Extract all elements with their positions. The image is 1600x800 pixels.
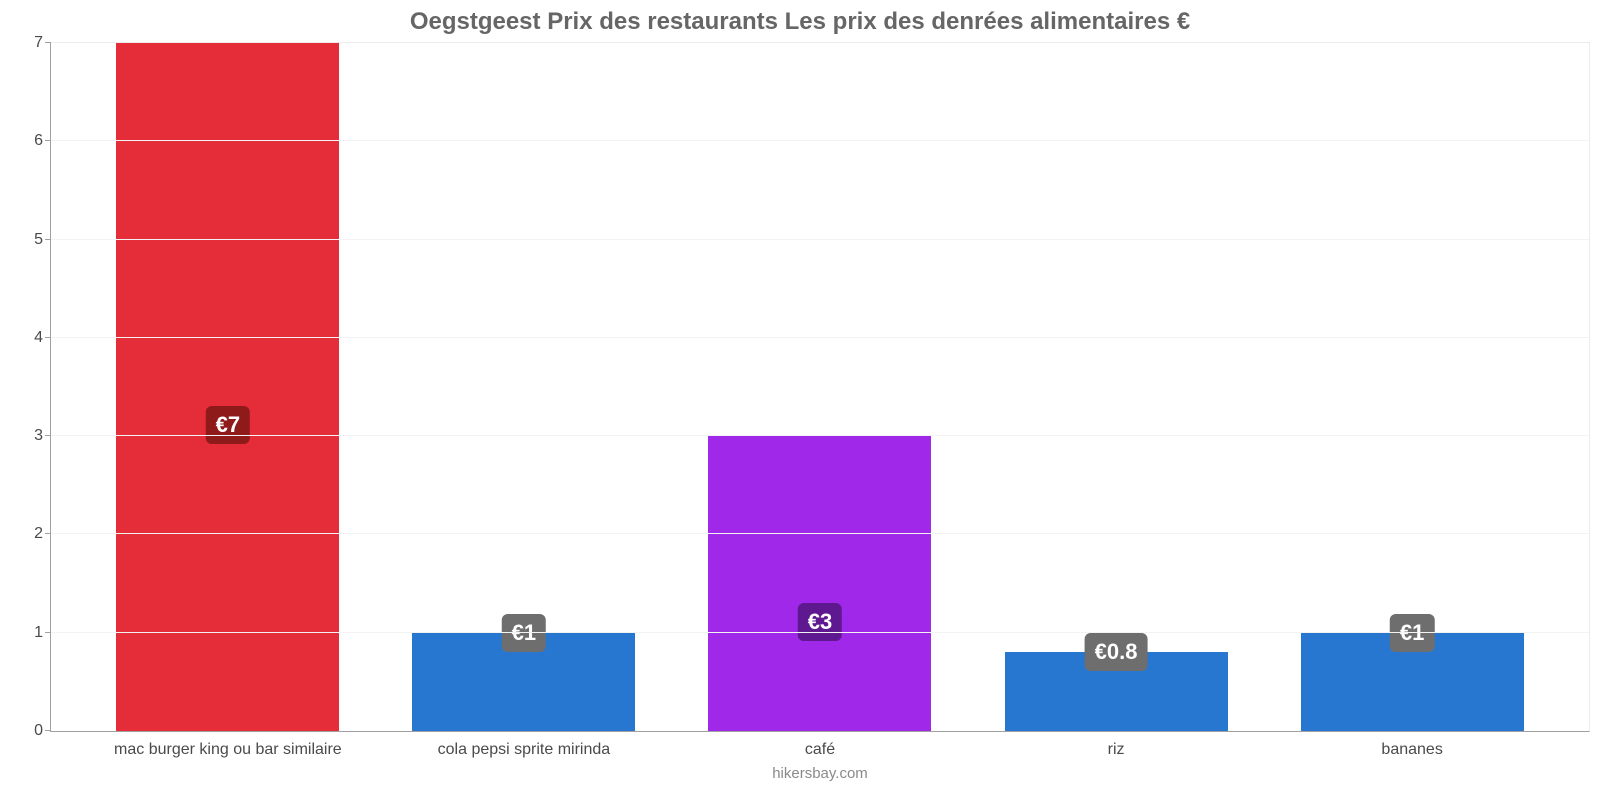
value-badge: €1 — [502, 614, 546, 652]
price-bar-chart: Oegstgeest Prix des restaurants Les prix… — [0, 0, 1600, 800]
value-badge: €7 — [206, 406, 250, 444]
bar: €3 — [708, 436, 931, 731]
y-tick-mark — [45, 730, 51, 731]
y-tick-label: 1 — [34, 624, 43, 642]
bar: €0.8 — [1005, 652, 1228, 731]
plot-area: €7€1€3€0.8€1 hikersbay.com 01234567mac b… — [50, 42, 1590, 732]
grid-line — [51, 533, 1589, 534]
credit-text: hikersbay.com — [772, 765, 868, 782]
chart-title: Oegstgeest Prix des restaurants Les prix… — [0, 0, 1600, 36]
x-category-label: mac burger king ou bar similaire — [114, 741, 342, 759]
value-badge: €1 — [1390, 614, 1434, 652]
y-tick-label: 6 — [34, 132, 43, 150]
y-tick-mark — [45, 239, 51, 240]
y-tick-label: 3 — [34, 427, 43, 445]
y-tick-mark — [45, 42, 51, 43]
y-tick-label: 4 — [34, 329, 43, 347]
grid-line — [51, 140, 1589, 141]
x-category-label: bananes — [1381, 741, 1442, 759]
grid-line — [51, 337, 1589, 338]
y-tick-label: 2 — [34, 525, 43, 543]
value-badge: €0.8 — [1085, 633, 1148, 671]
y-tick-label: 7 — [34, 34, 43, 52]
y-tick-mark — [45, 632, 51, 633]
x-category-label: cola pepsi sprite mirinda — [438, 741, 611, 759]
bars-layer: €7 €1 €3 €0.8 €1 — [51, 43, 1589, 731]
y-tick-mark — [45, 140, 51, 141]
bar: €1 — [412, 633, 635, 731]
x-category-label: café — [805, 741, 835, 759]
y-tick-label: 0 — [34, 722, 43, 740]
y-tick-label: 5 — [34, 231, 43, 249]
grid-line — [51, 435, 1589, 436]
bar: €1 — [1301, 633, 1524, 731]
y-tick-mark — [45, 435, 51, 436]
grid-line — [51, 239, 1589, 240]
x-category-label: riz — [1108, 741, 1125, 759]
grid-line — [51, 632, 1589, 633]
bar: €7 — [116, 43, 339, 731]
y-tick-mark — [45, 337, 51, 338]
value-badge: €3 — [798, 603, 842, 641]
y-tick-mark — [45, 533, 51, 534]
